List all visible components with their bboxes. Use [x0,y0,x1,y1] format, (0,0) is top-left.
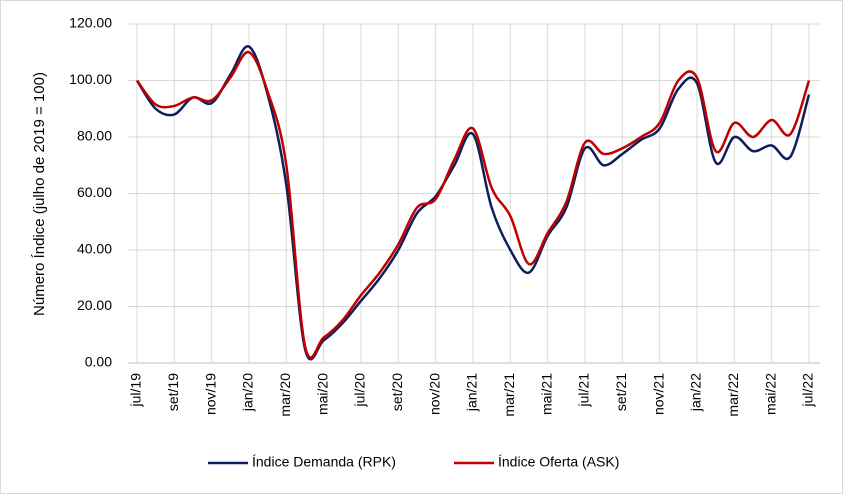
x-tick-label: nov/20 [426,373,442,415]
y-tick-label: 80.00 [77,128,112,144]
y-tick-label: 60.00 [77,184,112,200]
x-tick-label: mai/21 [538,373,554,415]
y-tick-label: 100.00 [69,71,112,87]
legend-label: Índice Demanda (RPK) [252,454,396,470]
legend-label: Índice Oferta (ASK) [498,454,619,470]
x-tick-label: set/19 [165,373,181,411]
x-tick-label: jul/22 [800,373,816,408]
y-tick-label: 120.00 [69,15,112,31]
series-line [135,50,811,359]
series-line [135,45,811,361]
x-tick-label: jan/20 [240,373,256,412]
x-tick-label: mar/20 [277,373,293,417]
x-tick-label: set/21 [613,373,629,411]
x-tick-label: nov/21 [650,373,666,415]
x-tick-label: mar/22 [725,373,741,417]
x-tick-label: jul/21 [576,373,592,408]
x-tick-label: jul/19 [128,373,144,408]
y-axis-label: Número Índice (julho de 2019 = 100) [31,72,48,316]
x-tick-label: nov/19 [202,373,218,415]
y-tick-label: 20.00 [77,297,112,313]
y-tick-label: 40.00 [77,241,112,257]
x-tick-label: jul/20 [352,373,368,408]
x-tick-label: mai/22 [762,373,778,415]
x-tick-label: mar/21 [501,373,517,417]
x-tick-label: jan/21 [464,373,480,412]
x-tick-label: mai/20 [314,373,330,415]
y-tick-label: 0.00 [85,354,112,370]
x-tick-label: set/20 [389,373,405,411]
x-tick-label: jan/22 [688,373,704,412]
